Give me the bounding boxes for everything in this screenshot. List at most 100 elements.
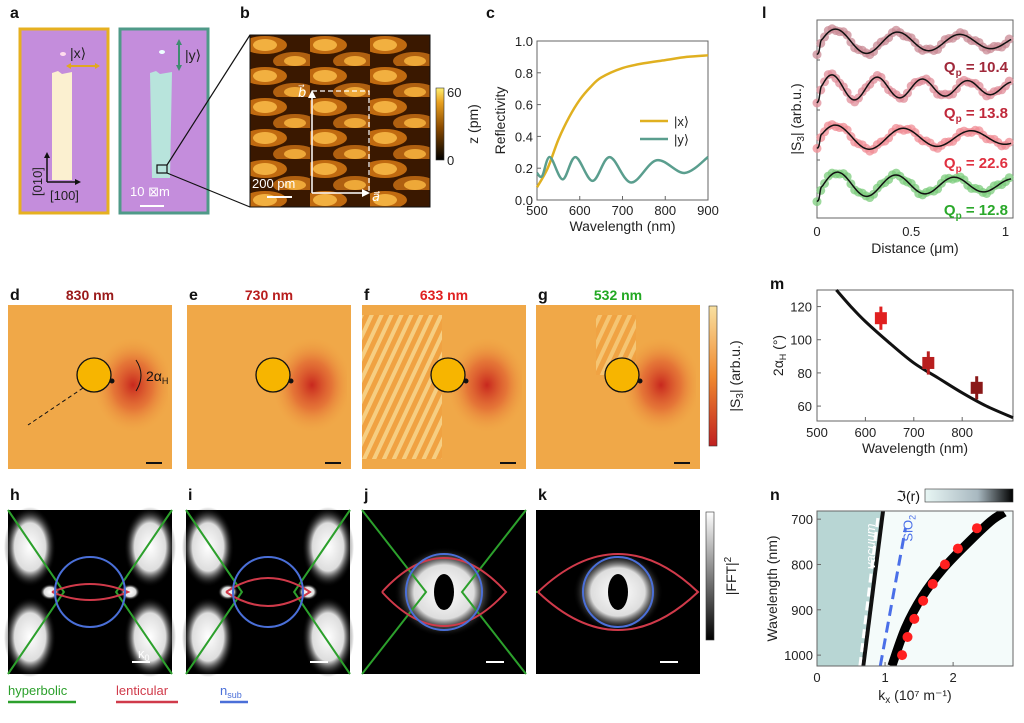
data-point [842, 125, 852, 135]
qp-sub: p [956, 68, 962, 79]
panel-label-c: c [486, 5, 495, 22]
y-label-main: 2α [770, 360, 786, 376]
angle-arc [135, 359, 142, 392]
x-tick-label: 1 [1002, 224, 1009, 239]
kappa-label: κ0 [138, 646, 150, 663]
qp-value: = 12.8 [962, 202, 1008, 219]
fft-lobe [4, 597, 56, 677]
nanodisk [255, 357, 291, 393]
fft-lobe [302, 507, 354, 587]
qp-q: Q [944, 105, 956, 122]
data-point [897, 650, 908, 661]
legend-text: lenticular [116, 683, 169, 698]
y-label-sub: H [778, 354, 788, 361]
kappa-sub: 0 [145, 653, 150, 663]
lenticular-contour [537, 553, 700, 631]
y-tick-label: 1000 [784, 648, 813, 663]
nanodisk [604, 357, 640, 393]
series-line-1 [536, 155, 709, 184]
lattice-vectors: b⃗ a⃗ [298, 85, 381, 204]
heatmap [817, 511, 1013, 666]
panel-label-l: l [762, 5, 766, 22]
nanodisk [430, 357, 466, 393]
y-label-rest: | (arb.u.) [788, 83, 804, 136]
vacuum-label: vacuum [863, 523, 878, 569]
imr-colorbar-label: ℑ(r) [896, 488, 920, 504]
fit-line-3 [816, 171, 1012, 203]
zoom-line [166, 34, 251, 166]
pol-y-arrow-icon [176, 39, 182, 71]
y-tick-label: 0.4 [515, 129, 533, 144]
wavelength-label: 830 nm [66, 287, 114, 303]
legend-text: n [220, 683, 227, 698]
x-tick-label: 800 [951, 425, 973, 440]
legend-sub: sub [227, 690, 242, 700]
angle-main: 2α [146, 368, 162, 384]
afm-colorbar-max: 60 [447, 85, 461, 100]
fft-lobe [40, 584, 60, 600]
x-tick-label: 600 [569, 203, 591, 218]
fft-lobe [124, 597, 176, 677]
fft-colorbar-label: |FFT|2 [723, 556, 739, 595]
panel-label-f: f [364, 287, 370, 304]
contour-legend: hyperbolic lenticular nsub [8, 683, 248, 704]
scale-bar-label: 10 ⊠m [130, 184, 170, 199]
y-tick-label: 100 [790, 333, 812, 348]
panel-label-m: m [770, 276, 784, 293]
substrate-circle [405, 553, 483, 631]
qp-sub: p [956, 211, 962, 222]
lenticular-contour [225, 577, 312, 607]
angle-label: 2αH [146, 368, 168, 386]
afm-scale-bar-label: 200 pm [252, 176, 295, 191]
x-tick-label: 2 [949, 670, 956, 685]
fft-lobe [182, 507, 234, 587]
angle-vs-wavelength-chart: 500 600 700 800 60 80 100 120 Wavelength (nm) 2αH… [770, 289, 1014, 456]
imr-colorbar [924, 488, 1014, 503]
lenticular-contour [51, 583, 131, 601]
qp-sub: p [956, 114, 962, 125]
panel-label-i: i [188, 487, 192, 504]
fit-line-2 [816, 124, 1012, 150]
y-tick-label: 80 [798, 366, 812, 381]
panel-label-j: j [363, 487, 368, 504]
sio2-label: SiO2 [900, 515, 917, 542]
data-point [1004, 137, 1014, 147]
data-point [909, 613, 920, 624]
wavelength-label: 730 nm [245, 287, 293, 303]
y-tick-label: 120 [790, 300, 812, 315]
y-tick-label: 0.8 [515, 66, 533, 81]
hyperbolic-contour [7, 509, 173, 675]
y-label-sub: 3 [796, 136, 807, 142]
defect [288, 378, 294, 384]
zoom-region-box [156, 164, 168, 174]
fft-images: h i j k κ0 [4, 487, 700, 677]
x-label-unit: (10⁷ m⁻¹) [890, 687, 951, 703]
x-tick-label: 0 [813, 670, 820, 685]
panel-label-a: a [10, 5, 19, 22]
pol-y-label: |y⟩ [185, 47, 201, 63]
defect [637, 378, 643, 384]
legend-label: |y⟩ [674, 132, 689, 147]
plot-frame [816, 510, 1014, 667]
panel-label-k: k [538, 487, 547, 504]
s3-colorbar [708, 305, 718, 447]
data-point [939, 559, 950, 570]
qp-value: = 22.6 [962, 155, 1008, 172]
defect [109, 378, 115, 384]
y-tick-label: 900 [791, 603, 813, 618]
fft-lobe [302, 597, 354, 677]
x-tick-label: 600 [855, 425, 877, 440]
axis-010-label: [010] [30, 167, 45, 196]
x-tick-label: 700 [612, 203, 634, 218]
data-point [902, 631, 913, 642]
qp-q: Q [944, 202, 956, 219]
theory-curve [835, 289, 1014, 420]
panel-label-e: e [189, 287, 198, 304]
y-axis-label: Reflectivity [492, 87, 508, 155]
sio2-main: SiO [900, 520, 915, 542]
x-tick-label: 900 [697, 203, 719, 218]
hyperbolic-contour [185, 509, 351, 675]
light-line [861, 511, 885, 666]
